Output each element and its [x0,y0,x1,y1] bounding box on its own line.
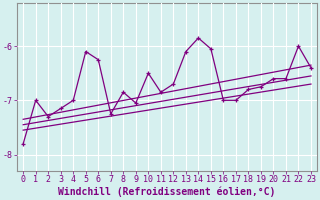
X-axis label: Windchill (Refroidissement éolien,°C): Windchill (Refroidissement éolien,°C) [58,187,276,197]
